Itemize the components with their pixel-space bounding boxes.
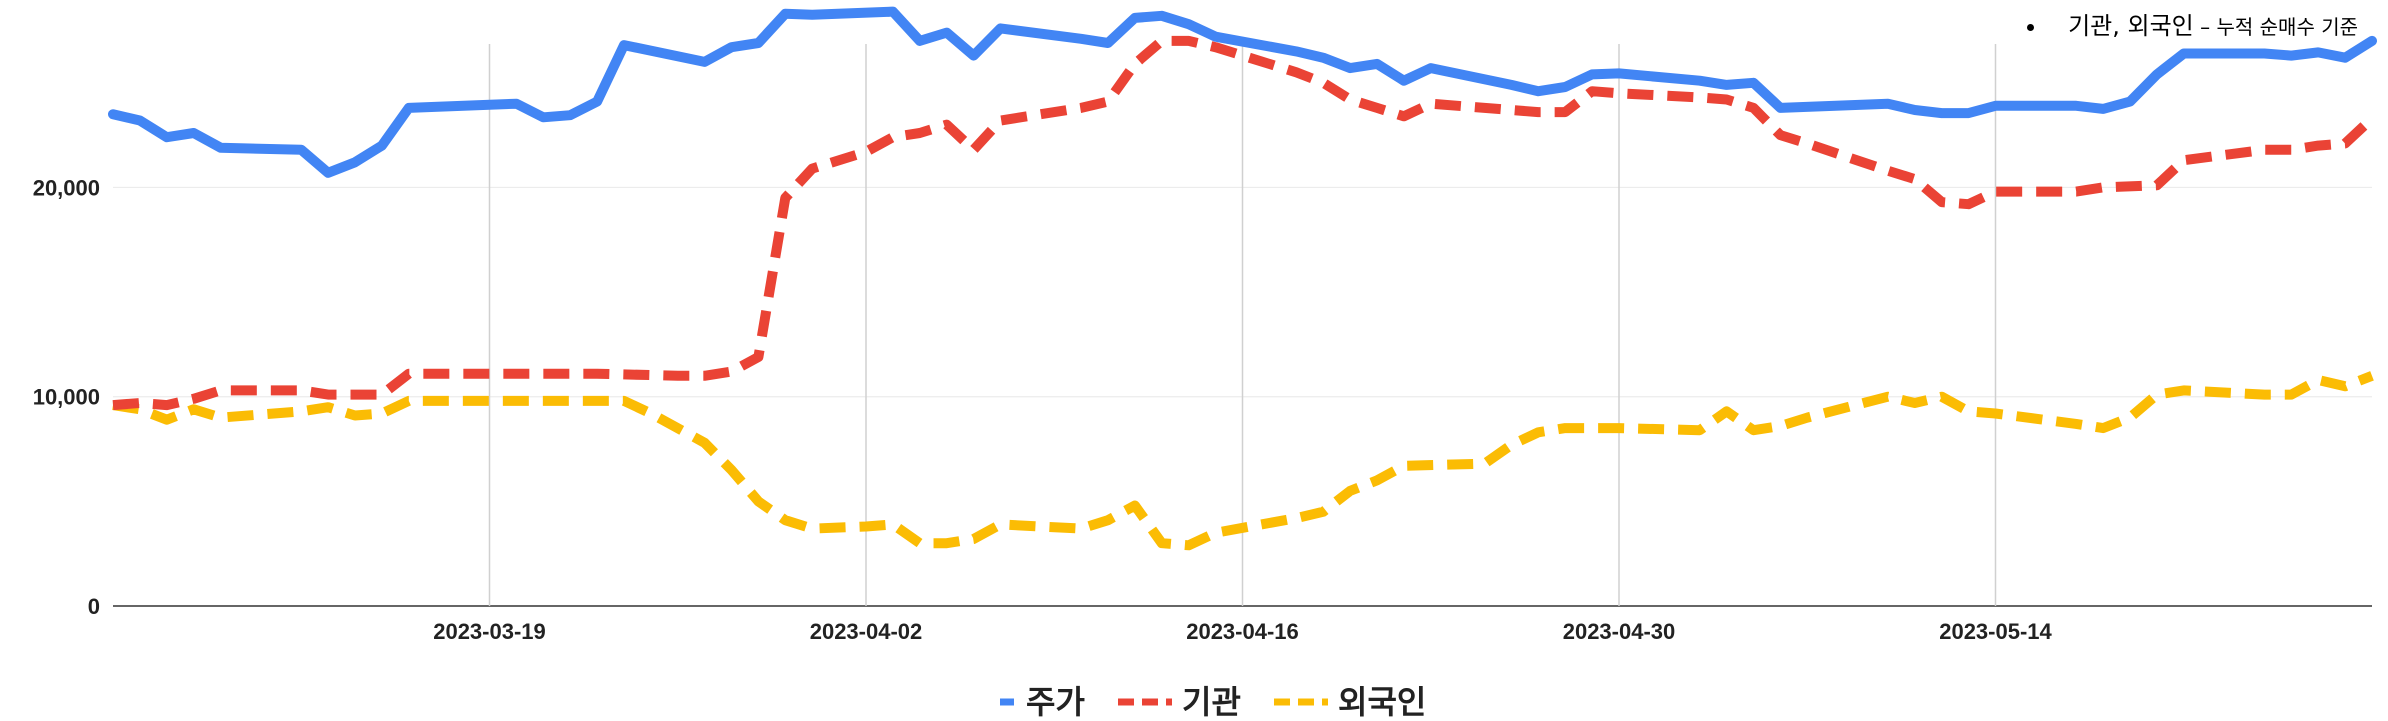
x-tick-label: 2023-04-16 (1186, 619, 1299, 644)
bullet-icon (2027, 23, 2035, 31)
grid-lines (113, 44, 2372, 607)
x-tick-label: 2023-04-30 (1563, 619, 1676, 644)
legend-label: 주가 (1026, 683, 1085, 721)
y-axis-ticks: 0 10,000 20,000 (33, 175, 100, 619)
y-tick-label: 0 (88, 594, 100, 619)
series-lines (108, 6, 2377, 551)
legend-label: 외국인 (1338, 683, 1426, 721)
x-tick-label: 2023-05-14 (1939, 619, 2052, 644)
y-tick-label: 20,000 (33, 175, 100, 200)
annotation-main: 기관, 외국인 (2068, 12, 2194, 40)
legend-label: 기관 (1182, 683, 1241, 721)
x-tick-label: 2023-03-19 (433, 619, 546, 644)
x-axis-ticks: 2023-03-19 2023-04-02 2023-04-16 2023-04-30… (433, 619, 2052, 644)
series-line-2 (112, 371, 2374, 551)
chart-annotation: 기관, 외국인 – 누적 순매수 기준 (2027, 6, 2358, 41)
series-line-1 (112, 35, 2376, 411)
y-tick-label: 10,000 (33, 385, 100, 410)
x-tick-label: 2023-04-02 (810, 619, 923, 644)
series-line-0 (108, 6, 2377, 178)
annotation-sub: – 누적 순매수 기준 (2193, 15, 2358, 39)
legend: 주가 기관 외국인 (1000, 683, 1426, 721)
